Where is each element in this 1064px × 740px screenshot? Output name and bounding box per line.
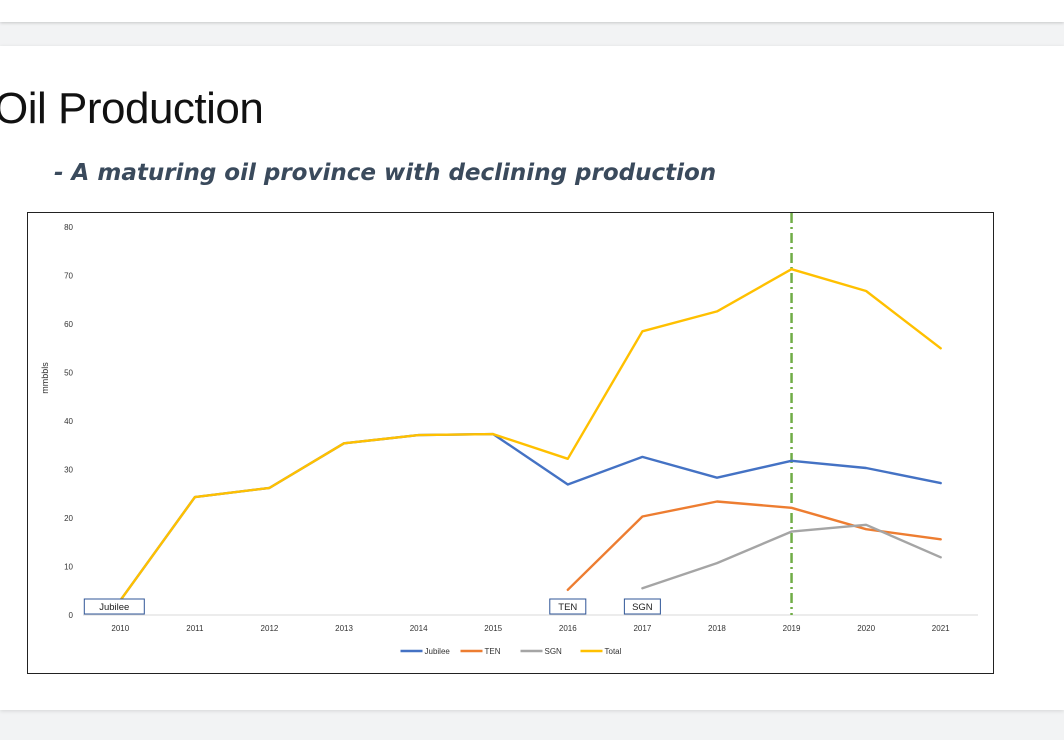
legend-label-ten: TEN [485,647,501,656]
x-tick-label: 2018 [708,624,726,633]
top-bar [0,0,1064,22]
legend-label-sgn: SGN [545,647,563,656]
x-tick-label: 2012 [261,624,279,633]
slide-subtitle: - A maturing oil province with declining… [54,160,717,186]
series-line-ten [566,500,942,591]
y-tick-label: 0 [69,611,74,620]
x-tick-label: 2014 [410,624,428,633]
y-tick-label: 60 [64,320,73,329]
series-line-total [119,268,942,602]
annotation-label: TEN [558,602,577,613]
legend-label-total: Total [605,647,622,656]
annotation-label: SGN [632,602,653,613]
y-tick-label: 20 [64,514,73,523]
y-tick-label: 30 [64,466,73,475]
x-tick-label: 2011 [186,624,204,633]
y-tick-label: 50 [64,369,73,378]
y-tick-label: 40 [64,417,73,426]
y-tick-label: 70 [64,272,73,281]
annotation-box [83,598,145,615]
slide-title: Oil Production [0,84,264,133]
x-tick-label: 2015 [484,624,502,633]
y-axis-label: mmbbls [40,362,50,394]
x-tick-label: 2019 [783,624,801,633]
x-tick-label: 2016 [559,624,577,633]
annotation-box [623,598,661,615]
oil-production-chart: mmbbls 0 10 20 30 40 50 60 70 80 2010 2011 2012 2013… [40,213,978,656]
legend-label-jubilee: Jubilee [425,647,451,656]
annotation-label: Jubilee [99,602,129,613]
x-tick-label: 2021 [932,624,950,633]
x-tick-label: 2013 [335,624,353,633]
series-line-jubilee [119,432,942,602]
series-line-sgn [641,523,942,590]
slide: Oil Production - A maturing oil province… [0,46,1064,710]
y-tick-label: 10 [64,563,73,572]
annotation-box [549,598,587,615]
x-tick-label: 2017 [633,624,651,633]
chart-frame: mmbbls 0 10 20 30 40 50 60 70 80 2010 2011 2012 2013… [27,212,994,674]
x-tick-label: 2020 [857,624,875,633]
y-tick-label: 80 [64,223,73,232]
x-tick-label: 2010 [111,624,129,633]
